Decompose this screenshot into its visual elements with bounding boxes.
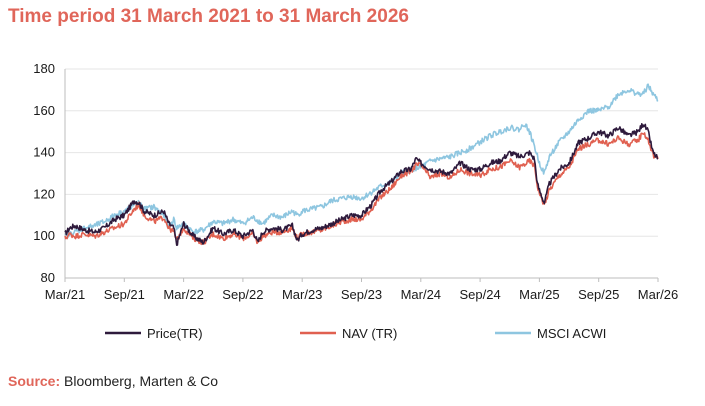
- x-tick-label: Sep/23: [341, 287, 382, 302]
- x-tick-label: Mar/21: [45, 287, 85, 302]
- legend-label: MSCI ACWI: [537, 326, 606, 341]
- y-axis: 80 100 120 140 160 180: [33, 61, 66, 285]
- x-tick-label: Sep/21: [104, 287, 145, 302]
- x-tick-label: Mar/24: [401, 287, 441, 302]
- series-line-1: [64, 132, 659, 246]
- x-tick-label: Sep/25: [578, 287, 619, 302]
- x-tick-label: Sep/22: [222, 287, 263, 302]
- series-lines: [64, 83, 659, 246]
- y-tick-label: 180: [33, 61, 55, 76]
- source-text: Bloomberg, Marten & Co: [60, 373, 219, 389]
- legend-label: NAV (TR): [342, 326, 397, 341]
- y-tick-label: 160: [33, 103, 55, 118]
- y-tick-label: 140: [33, 145, 55, 160]
- x-tick-label: Mar/23: [282, 287, 322, 302]
- y-tick-label: 80: [41, 270, 55, 285]
- series-line-2: [64, 83, 659, 239]
- x-tick-label: Mar/22: [163, 287, 203, 302]
- series-line-0: [64, 123, 659, 246]
- gridlines: [65, 68, 658, 279]
- y-tick-label: 100: [33, 228, 55, 243]
- x-tick-label: Mar/26: [638, 287, 678, 302]
- x-axis: Mar/21 Sep/21 Mar/22 Sep/22 Mar/23 Sep/23 Mar/…: [45, 277, 678, 302]
- x-tick-label: Mar/25: [519, 287, 559, 302]
- legend-label: Price(TR): [147, 326, 203, 341]
- chart-title: Time period 31 March 2021 to 31 March 20…: [8, 6, 409, 27]
- legend: Price(TR) NAV (TR) MSCI ACWI: [105, 326, 606, 341]
- y-tick-label: 120: [33, 186, 55, 201]
- source-label: Source:: [8, 373, 61, 389]
- x-tick-label: Sep/24: [459, 287, 500, 302]
- source-note: Source: Bloomberg, Marten & Co: [8, 373, 218, 389]
